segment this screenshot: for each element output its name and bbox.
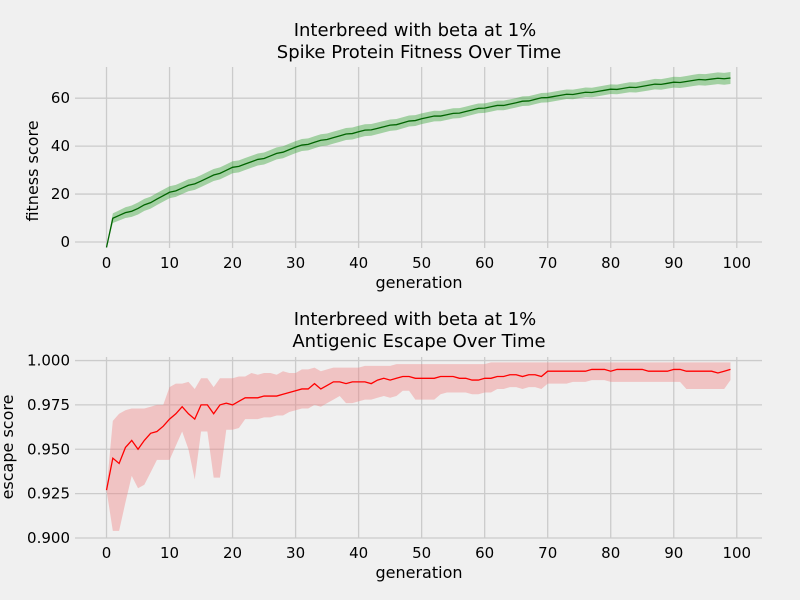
escape-confidence-band xyxy=(106,362,731,531)
x-tick-label: 80 xyxy=(601,254,620,272)
escape-subplot: 0 10 20 30 40 50 60 70 80 90 100 0.900 0.925 0.950 0.9… xyxy=(0,309,762,582)
fitness-grid xyxy=(75,67,762,248)
x-tick-label: 70 xyxy=(538,544,557,562)
y-tick-label: 0.975 xyxy=(27,396,70,414)
x-tick-label: 40 xyxy=(349,544,368,562)
x-tick-label: 70 xyxy=(538,254,557,272)
x-tick-label: 100 xyxy=(722,254,751,272)
y-tick-label: 0.925 xyxy=(27,485,70,503)
x-tick-label: 50 xyxy=(412,544,431,562)
escape-y-axis-label: escape score xyxy=(0,395,17,500)
escape-subtitle: Antigenic Escape Over Time xyxy=(292,331,545,352)
x-tick-label: 10 xyxy=(160,544,179,562)
y-tick-label: 60 xyxy=(51,89,70,107)
escape-grid xyxy=(75,357,762,539)
x-tick-label: 20 xyxy=(223,254,242,272)
fitness-y-axis-label: fitness score xyxy=(23,120,42,221)
fitness-title: Interbreed with beta at 1% xyxy=(294,20,537,41)
fitness-x-axis-label: generation xyxy=(375,273,462,292)
escape-tick-labels: 0 10 20 30 40 50 60 70 80 90 100 0.900 0.925 0.950 0.9… xyxy=(27,352,751,562)
fitness-mean-line xyxy=(105,77,731,248)
x-tick-label: 90 xyxy=(664,544,683,562)
x-tick-label: 100 xyxy=(722,544,751,562)
y-tick-label: 0 xyxy=(60,233,70,251)
x-tick-label: 90 xyxy=(664,254,683,272)
x-tick-label: 0 xyxy=(102,544,112,562)
y-tick-label: 40 xyxy=(51,137,70,155)
x-tick-label: 10 xyxy=(160,254,179,272)
x-tick-label: 0 xyxy=(102,254,112,272)
x-tick-label: 30 xyxy=(286,544,305,562)
x-tick-label: 60 xyxy=(475,544,494,562)
y-tick-label: 0.950 xyxy=(27,440,70,458)
x-tick-label: 80 xyxy=(601,544,620,562)
y-tick-label: 20 xyxy=(51,185,70,203)
x-tick-label: 60 xyxy=(475,254,494,272)
fitness-tick-labels: 0 10 20 30 40 50 60 70 80 90 100 0 20 40 60 xyxy=(51,89,751,272)
escape-mean-line xyxy=(105,368,731,491)
x-tick-label: 50 xyxy=(412,254,431,272)
y-tick-label: 0.900 xyxy=(27,529,70,547)
y-tick-label: 1.000 xyxy=(27,352,70,370)
escape-x-axis-label: generation xyxy=(375,563,462,582)
x-tick-label: 20 xyxy=(223,544,242,562)
escape-title: Interbreed with beta at 1% xyxy=(294,309,537,330)
fitness-subplot: 0 10 20 30 40 50 60 70 80 90 100 0 20 40 60 Interbreed… xyxy=(23,20,762,292)
x-tick-label: 30 xyxy=(286,254,305,272)
fitness-subtitle: Spike Protein Fitness Over Time xyxy=(277,42,561,63)
x-tick-label: 40 xyxy=(349,254,368,272)
